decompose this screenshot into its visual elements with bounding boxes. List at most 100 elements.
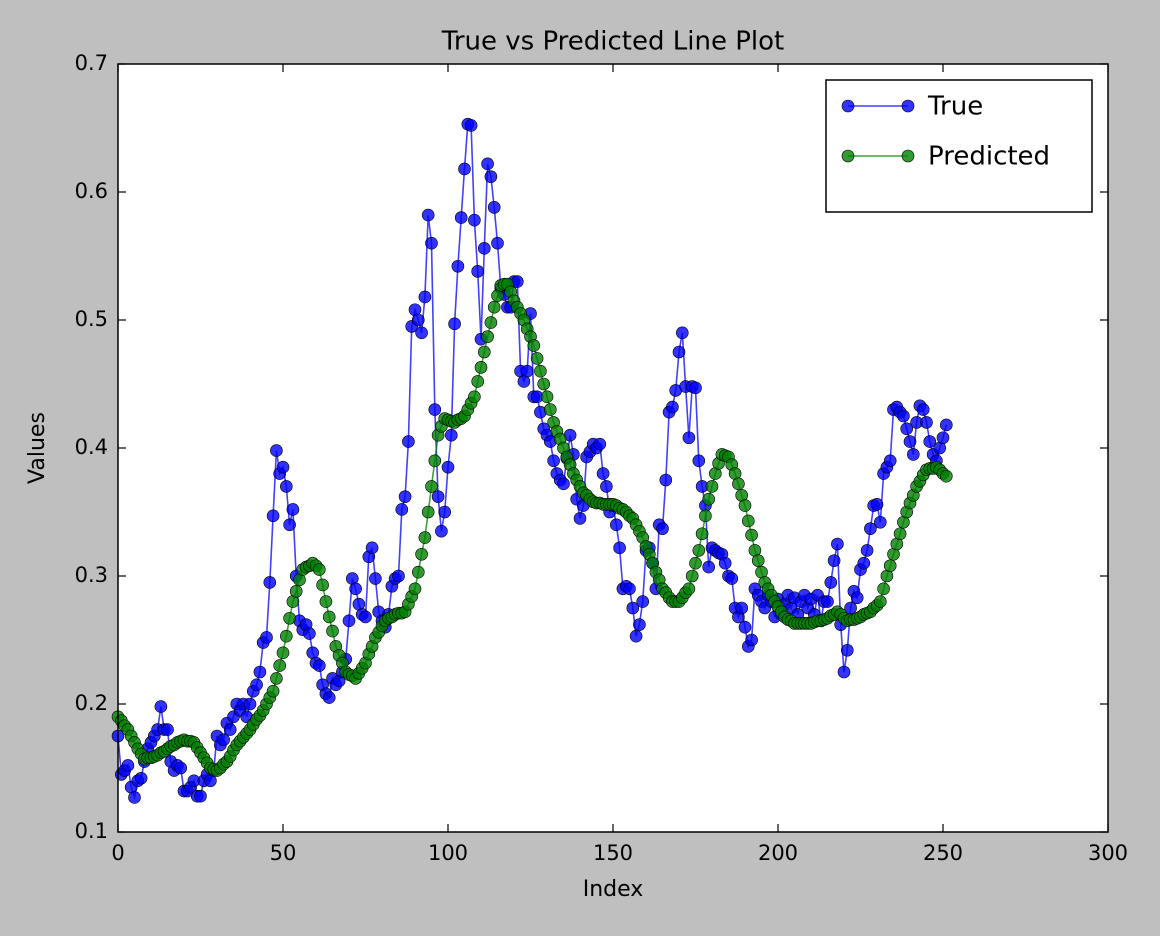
data-point: [666, 400, 679, 414]
data-point: [738, 499, 752, 512]
data-point: [527, 339, 541, 352]
data-point: [659, 473, 673, 487]
data-point: [705, 480, 719, 493]
data-point: [395, 503, 409, 516]
data-point: [702, 560, 716, 574]
data-point: [481, 157, 494, 171]
data-point: [161, 723, 174, 736]
data-point: [458, 162, 471, 176]
data-point: [520, 364, 534, 378]
data-point: [873, 515, 887, 529]
data-point: [883, 559, 897, 573]
data-point: [484, 170, 498, 183]
data-point: [609, 518, 623, 532]
data-point: [864, 522, 877, 535]
data-point: [468, 213, 481, 227]
data-point: [936, 431, 950, 445]
y-tick-label: 0.7: [75, 51, 108, 75]
data-point: [421, 208, 435, 222]
data-point: [408, 582, 422, 596]
data-point: [540, 390, 554, 404]
data-point: [682, 582, 696, 596]
data-point: [289, 585, 303, 598]
data-point: [718, 556, 732, 570]
data-point: [421, 505, 435, 519]
data-point: [883, 454, 897, 468]
data-point: [411, 313, 425, 327]
data-point: [286, 503, 300, 516]
data-point: [685, 569, 699, 583]
data-point: [448, 317, 461, 331]
data-point: [557, 477, 570, 491]
x-axis-label: Index: [583, 877, 644, 902]
data-point: [359, 610, 372, 624]
data-point: [656, 522, 669, 535]
data-point: [411, 565, 425, 579]
data-point: [857, 556, 871, 570]
data-point: [675, 326, 689, 340]
data-point: [428, 454, 442, 468]
data-point: [824, 576, 838, 589]
data-point: [484, 316, 498, 329]
data-point: [702, 492, 716, 506]
data-point: [418, 531, 432, 544]
data-point: [491, 236, 504, 250]
data-point: [870, 498, 884, 511]
data-point: [474, 361, 488, 374]
legend-marker: [841, 99, 855, 113]
legend-marker: [901, 99, 915, 113]
data-point: [266, 509, 280, 523]
data-point: [266, 684, 280, 698]
data-point: [276, 460, 290, 474]
ticks: 0 50 100 150 200 250 300 0.1 0.2 0.3 0.4 0.5 0.6 0.7: [75, 51, 1128, 865]
data-point: [303, 627, 316, 640]
data-point: [873, 595, 887, 608]
data-point: [319, 595, 333, 608]
data-point: [840, 643, 854, 657]
x-tick-label: 50: [270, 841, 297, 865]
data-point: [920, 416, 933, 429]
data-point: [464, 119, 478, 132]
data-point: [398, 490, 412, 503]
data-point: [270, 672, 283, 685]
data-point: [534, 364, 547, 378]
y-tick-label: 0.1: [75, 819, 108, 843]
chart-title: True vs Predicted Line Plot: [441, 27, 784, 57]
data-point: [326, 624, 339, 638]
data-point: [613, 541, 626, 555]
data-point: [154, 700, 168, 713]
data-point: [689, 556, 702, 570]
data-point: [682, 431, 696, 445]
legend-label: Predicted: [928, 142, 1050, 172]
legend-box: [825, 79, 1093, 213]
data-point: [487, 300, 501, 314]
series: [111, 277, 953, 777]
y-tick-label: 0.4: [75, 435, 108, 459]
data-point: [438, 505, 452, 519]
data-point: [428, 403, 442, 416]
data-point: [217, 733, 230, 747]
data-point: [893, 527, 907, 541]
data-point: [547, 454, 560, 468]
data-point: [243, 697, 257, 711]
data-point: [223, 723, 237, 736]
data-point: [837, 665, 851, 679]
data-point: [128, 791, 141, 804]
data-point: [543, 403, 557, 416]
data-point: [392, 569, 405, 583]
data-point: [821, 595, 834, 608]
data-point: [530, 352, 544, 365]
data-point: [134, 771, 148, 785]
data-point: [415, 326, 428, 340]
data-point: [906, 448, 920, 461]
data-point: [831, 537, 844, 551]
data-point: [923, 435, 937, 448]
data-point: [451, 259, 465, 273]
data-point: [312, 659, 326, 672]
data-point: [121, 759, 135, 772]
data-point: [751, 554, 765, 567]
data-point: [897, 409, 910, 423]
data-point: [745, 528, 758, 542]
data-point: [279, 480, 293, 493]
data-point: [316, 578, 329, 592]
